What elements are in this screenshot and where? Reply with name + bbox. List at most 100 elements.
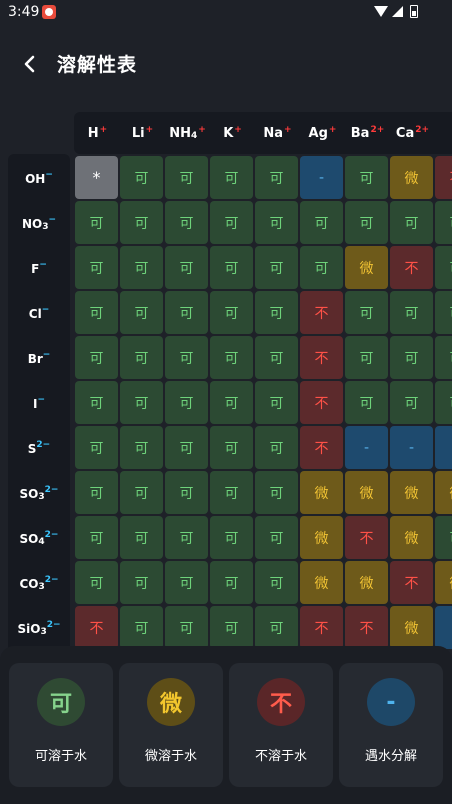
solubility-cell[interactable]: 可 (120, 381, 163, 424)
solubility-cell[interactable]: 可 (210, 516, 253, 559)
solubility-cell[interactable]: 可 (345, 201, 388, 244)
solubility-cell[interactable]: 可 (120, 291, 163, 334)
solubility-cell[interactable]: 可 (165, 606, 208, 649)
solubility-cell[interactable]: 可 (75, 426, 118, 469)
solubility-cell[interactable]: 可 (255, 291, 298, 334)
solubility-cell[interactable]: 可 (210, 156, 253, 199)
solubility-cell[interactable]: 微 (300, 516, 343, 559)
solubility-cell[interactable]: 可 (165, 246, 208, 289)
solubility-cell[interactable]: 可 (165, 471, 208, 514)
solubility-cell[interactable]: 可 (75, 516, 118, 559)
legend-card-i[interactable]: 不不溶于水 (229, 663, 333, 787)
solubility-cell[interactable]: 可 (75, 246, 118, 289)
solubility-cell[interactable]: 可 (210, 381, 253, 424)
solubility-cell[interactable]: 可 (435, 336, 452, 379)
solubility-cell[interactable]: 可 (165, 201, 208, 244)
solubility-cell[interactable]: 可 (345, 381, 388, 424)
solubility-cell[interactable]: 可 (255, 606, 298, 649)
solubility-cell[interactable]: 不 (300, 336, 343, 379)
solubility-cell[interactable]: 可 (165, 156, 208, 199)
solubility-cell[interactable]: * (75, 156, 118, 199)
solubility-cell[interactable]: 可 (210, 561, 253, 604)
solubility-cell[interactable]: 可 (255, 561, 298, 604)
solubility-cell[interactable]: 不 (300, 381, 343, 424)
solubility-cell[interactable]: 可 (75, 561, 118, 604)
legend-card-w[interactable]: 微微溶于水 (119, 663, 223, 787)
solubility-cell[interactable]: 可 (435, 201, 452, 244)
solubility-cell[interactable]: - (435, 606, 452, 649)
solubility-cell[interactable]: 可 (75, 471, 118, 514)
solubility-cell[interactable]: 可 (345, 291, 388, 334)
solubility-cell[interactable]: 微 (345, 561, 388, 604)
solubility-cell[interactable]: 可 (435, 291, 452, 334)
solubility-cell[interactable]: 可 (120, 201, 163, 244)
solubility-cell[interactable]: 可 (165, 516, 208, 559)
solubility-cell[interactable]: 不 (390, 561, 433, 604)
solubility-cell[interactable]: 可 (255, 156, 298, 199)
solubility-cell[interactable]: 可 (210, 291, 253, 334)
solubility-cell[interactable]: 微 (300, 561, 343, 604)
solubility-cell[interactable]: 可 (120, 471, 163, 514)
solubility-cell[interactable]: 可 (75, 381, 118, 424)
solubility-cell[interactable]: 可 (210, 336, 253, 379)
solubility-cell[interactable]: 可 (120, 426, 163, 469)
solubility-cell[interactable]: 不 (390, 246, 433, 289)
solubility-cell[interactable]: 可 (255, 516, 298, 559)
solubility-cell[interactable]: - (300, 156, 343, 199)
solubility-cell[interactable]: 可 (345, 336, 388, 379)
solubility-cell[interactable]: 可 (390, 201, 433, 244)
solubility-cell[interactable]: 微 (390, 156, 433, 199)
solubility-cell[interactable]: 可 (390, 291, 433, 334)
solubility-cell[interactable]: 可 (120, 516, 163, 559)
solubility-cell[interactable]: 不 (300, 606, 343, 649)
solubility-cell[interactable]: 可 (165, 561, 208, 604)
solubility-cell[interactable]: 不 (345, 606, 388, 649)
legend-card-d[interactable]: - 遇水分解 (339, 663, 443, 787)
solubility-cell[interactable]: 可 (255, 426, 298, 469)
solubility-cell[interactable]: 可 (120, 246, 163, 289)
solubility-cell[interactable]: 可 (75, 291, 118, 334)
solubility-cell[interactable]: - (345, 426, 388, 469)
solubility-cell[interactable]: 微 (345, 246, 388, 289)
solubility-cell[interactable]: 可 (120, 336, 163, 379)
solubility-cell[interactable]: 可 (390, 381, 433, 424)
solubility-cell[interactable]: - (390, 426, 433, 469)
solubility-cell[interactable]: - (435, 426, 452, 469)
back-arrow-icon[interactable] (18, 52, 42, 76)
solubility-cell[interactable]: 可 (75, 201, 118, 244)
solubility-cell[interactable]: 可 (300, 201, 343, 244)
solubility-cell[interactable]: 微 (435, 561, 452, 604)
solubility-cell[interactable]: 可 (120, 156, 163, 199)
solubility-cell[interactable]: 可 (435, 381, 452, 424)
solubility-cell[interactable]: 可 (345, 156, 388, 199)
solubility-cell[interactable]: 微 (435, 471, 452, 514)
solubility-cell[interactable]: 可 (120, 606, 163, 649)
solubility-cell[interactable]: 微 (390, 606, 433, 649)
solubility-table[interactable]: H+ Li+ NH4+ K+ Na+ Ag+ Ba2+ Ca2+ M OH− NO3− F− Cl− B… (0, 104, 452, 650)
solubility-cell[interactable]: 可 (255, 246, 298, 289)
solubility-cell[interactable]: 可 (300, 246, 343, 289)
legend-card-s[interactable]: 可可溶于水 (9, 663, 113, 787)
solubility-cell[interactable]: 可 (255, 471, 298, 514)
solubility-cell[interactable]: 可 (210, 426, 253, 469)
solubility-cell[interactable]: 可 (165, 336, 208, 379)
solubility-cell[interactable]: 不 (75, 606, 118, 649)
solubility-cell[interactable]: 微 (390, 516, 433, 559)
solubility-cell[interactable]: 可 (165, 381, 208, 424)
solubility-cell[interactable]: 可 (165, 426, 208, 469)
solubility-cell[interactable]: 微 (345, 471, 388, 514)
solubility-cell[interactable]: 可 (120, 561, 163, 604)
solubility-cell[interactable]: 微 (300, 471, 343, 514)
solubility-cell[interactable]: 可 (210, 201, 253, 244)
solubility-cell[interactable]: 不 (300, 426, 343, 469)
solubility-cell[interactable]: 可 (210, 246, 253, 289)
solubility-cell[interactable]: 可 (255, 336, 298, 379)
solubility-cell[interactable]: 不 (300, 291, 343, 334)
solubility-cell[interactable]: 可 (210, 471, 253, 514)
solubility-cell[interactable]: 可 (255, 201, 298, 244)
solubility-cell[interactable]: 不 (435, 156, 452, 199)
solubility-cell[interactable]: 微 (390, 471, 433, 514)
solubility-cell[interactable]: 可 (75, 336, 118, 379)
solubility-cell[interactable]: 可 (255, 381, 298, 424)
solubility-cell[interactable]: 可 (165, 291, 208, 334)
